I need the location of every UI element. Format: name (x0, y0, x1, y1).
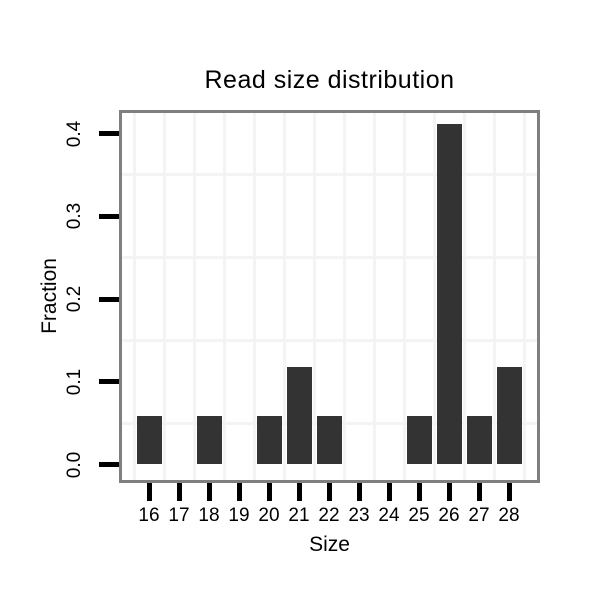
vertical-gridline (252, 113, 256, 480)
x-tick-label: 17 (168, 505, 190, 526)
y-tick (99, 379, 119, 385)
y-tick (99, 296, 119, 302)
vertical-gridline (162, 113, 166, 480)
bar-size-20 (256, 415, 282, 465)
y-tick (99, 131, 119, 136)
x-tick-label: 28 (498, 505, 520, 526)
x-tick (506, 483, 512, 501)
x-tick-label: 22 (318, 505, 340, 526)
y-tick-label: 0.4 (64, 120, 85, 147)
y-tick-label: 0.2 (64, 285, 85, 313)
x-tick (386, 483, 392, 501)
y-tick-label: 0.0 (64, 451, 85, 478)
bar-size-22 (316, 415, 342, 465)
x-tick (146, 483, 152, 501)
vertical-gridline (282, 113, 286, 480)
x-tick-label: 25 (408, 505, 430, 526)
x-axis-label: Size (309, 533, 350, 556)
chart-title: Read size distribution (204, 66, 455, 94)
bar-size-18 (196, 415, 222, 465)
x-tick-label: 23 (348, 505, 370, 526)
x-tick (446, 483, 452, 501)
bar-size-28 (496, 367, 522, 465)
x-tick (476, 483, 482, 501)
x-tick-label: 26 (438, 505, 460, 526)
x-tick-label: 18 (198, 505, 220, 526)
x-tick (266, 483, 272, 501)
vertical-gridline (222, 113, 226, 480)
bar-size-16 (136, 415, 162, 465)
x-tick-label: 16 (138, 505, 160, 526)
bar-size-27 (466, 415, 492, 465)
x-tick-label: 27 (468, 505, 490, 526)
x-tick (296, 483, 302, 501)
vertical-gridline (432, 113, 436, 480)
vertical-gridline (372, 113, 376, 480)
x-tick (176, 483, 182, 501)
x-tick (416, 483, 422, 501)
y-tick-label: 0.3 (64, 203, 85, 230)
y-tick (99, 213, 119, 219)
vertical-gridline (522, 113, 526, 480)
y-tick (99, 462, 119, 467)
bar-size-21 (286, 367, 312, 465)
x-tick (206, 483, 212, 501)
bar-size-25 (406, 415, 432, 465)
vertical-gridline (192, 113, 196, 480)
horizontal-gridline (122, 338, 537, 342)
plot-panel (119, 110, 540, 483)
vertical-gridline (402, 113, 406, 480)
y-tick-label: 0.1 (64, 368, 85, 395)
x-tick (236, 483, 242, 501)
horizontal-gridline (122, 173, 537, 177)
vertical-gridline (342, 113, 346, 480)
vertical-gridline (492, 113, 496, 480)
horizontal-gridline (122, 256, 537, 260)
x-tick-label: 24 (378, 505, 400, 526)
y-axis-label: Fraction (38, 258, 61, 334)
vertical-gridline (462, 113, 466, 480)
x-tick-label: 21 (288, 505, 310, 526)
x-tick-label: 19 (228, 505, 250, 526)
x-tick (326, 483, 332, 501)
vertical-gridline (312, 113, 316, 480)
x-tick (356, 483, 362, 501)
bar-size-26 (436, 123, 462, 465)
x-tick-label: 20 (258, 505, 280, 526)
vertical-gridline (132, 113, 136, 480)
